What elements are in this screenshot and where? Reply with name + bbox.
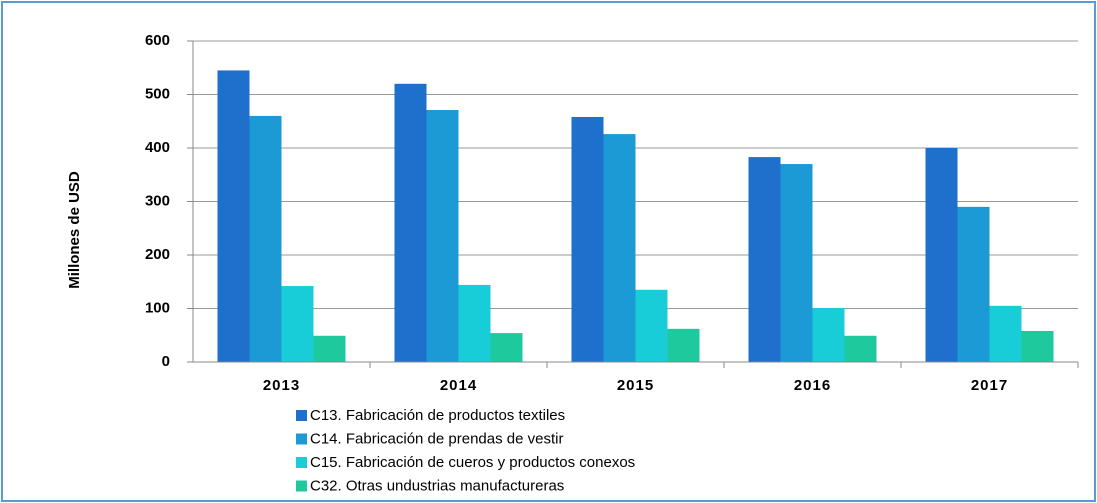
bar	[426, 110, 459, 362]
legend-label: C13. Fabricación de productos textiles	[310, 407, 565, 424]
bar	[844, 335, 877, 362]
y-tick-label: 100	[145, 299, 170, 316]
x-tick-label: 2014	[440, 377, 477, 394]
legend-label: C15. Fabricación de cueros y productos c…	[310, 454, 635, 471]
bar	[571, 116, 604, 362]
legend-swatch	[296, 433, 307, 445]
legend-swatch	[296, 410, 307, 421]
bar	[490, 333, 523, 362]
bar	[812, 307, 845, 362]
bar	[957, 206, 990, 362]
legend-label: C14. Fabricación de prendas de vestir	[310, 430, 563, 447]
y-tick-label: 200	[145, 246, 170, 263]
legend-label: C32. Otras undustrias manufactureras	[310, 477, 564, 494]
y-tick-label: 400	[145, 139, 170, 156]
bar	[635, 289, 668, 362]
y-tick-label: 600	[145, 32, 170, 49]
bar	[780, 164, 813, 362]
bar	[1021, 330, 1054, 362]
y-tick-label: 500	[145, 85, 170, 102]
bar	[313, 335, 346, 362]
bar	[667, 328, 700, 362]
x-tick-label: 2016	[794, 377, 831, 394]
legend-swatch	[296, 480, 307, 492]
legend-swatch	[296, 457, 307, 468]
bar	[281, 286, 314, 362]
y-tick-label: 300	[145, 192, 170, 209]
x-tick-label: 2015	[617, 377, 654, 394]
y-tick-label: 0	[162, 353, 170, 370]
x-tick-label: 2017	[971, 377, 1008, 394]
bar	[989, 305, 1022, 362]
bar	[603, 134, 636, 362]
bar	[217, 70, 250, 363]
bar	[458, 284, 491, 362]
y-axis-label: Millones de USD	[66, 171, 83, 289]
bar	[394, 83, 427, 363]
bar	[249, 115, 282, 363]
x-tick-label: 2013	[263, 377, 300, 394]
bar	[748, 157, 781, 362]
bar	[925, 148, 958, 362]
